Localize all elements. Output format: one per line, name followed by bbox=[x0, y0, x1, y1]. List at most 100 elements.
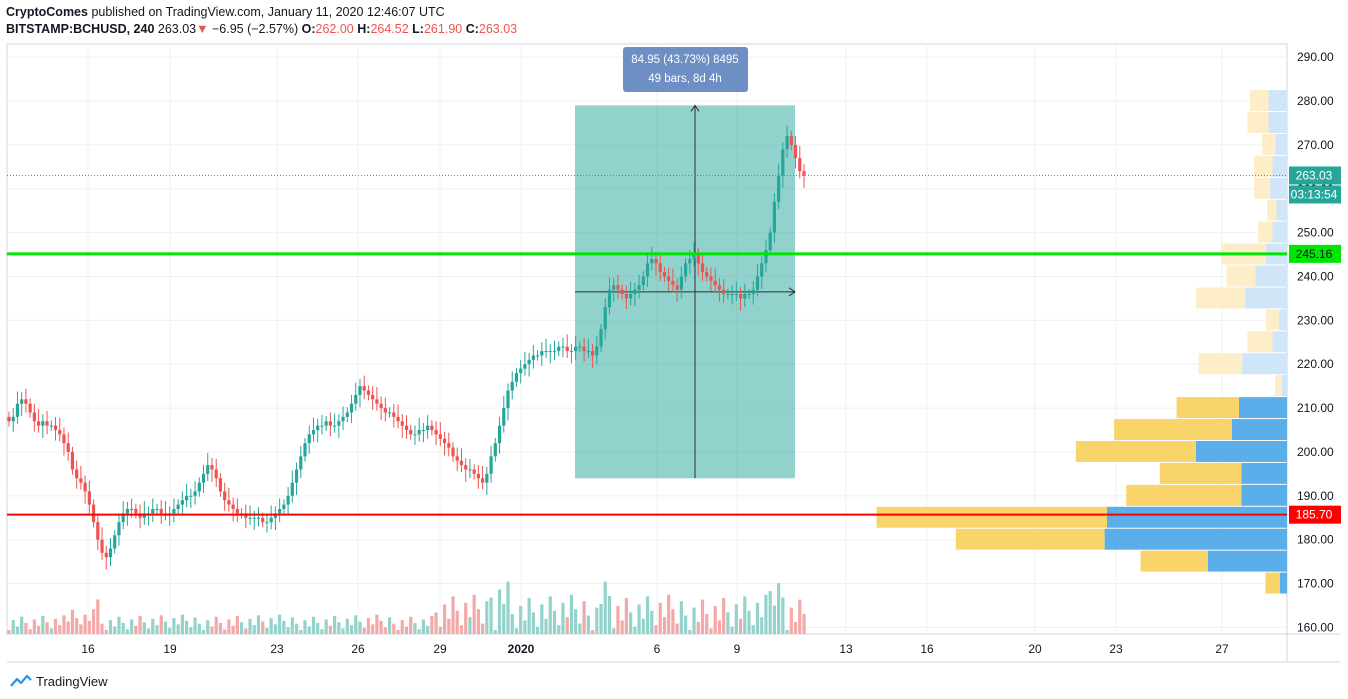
volume-profile-up-bar bbox=[1226, 265, 1256, 287]
volume-bar bbox=[552, 610, 557, 634]
volume-bar bbox=[362, 627, 366, 634]
volume-bar bbox=[130, 619, 134, 634]
volume-profile-down-bar bbox=[1244, 287, 1287, 309]
volume-profile-up-bar bbox=[1254, 177, 1270, 199]
volume-bar bbox=[354, 615, 358, 634]
volume-profile-down-bar bbox=[1268, 111, 1287, 133]
volume-bars bbox=[7, 581, 806, 634]
volume-bar bbox=[793, 622, 798, 634]
candle-body bbox=[176, 504, 180, 509]
measure-tool: 84.95 (43.73%) 8495 49 bars, 8d 4h bbox=[575, 47, 796, 479]
candle-body bbox=[299, 456, 303, 470]
candle-body bbox=[371, 394, 375, 400]
volume-bar bbox=[667, 594, 671, 634]
volume-bar bbox=[497, 589, 502, 634]
high-value: 264.52 bbox=[370, 22, 409, 36]
volume-bar bbox=[582, 601, 586, 634]
volume-bar bbox=[231, 625, 235, 634]
volume-bar bbox=[396, 630, 400, 634]
candle-body bbox=[730, 294, 734, 296]
candle-body bbox=[620, 289, 624, 295]
candle-body bbox=[172, 508, 176, 514]
candle-body bbox=[261, 517, 265, 523]
publisher-name[interactable]: CryptoComes bbox=[6, 5, 88, 19]
volume-profile-down-bar bbox=[1272, 155, 1287, 177]
candle-body bbox=[705, 272, 709, 277]
volume-bar bbox=[675, 623, 679, 634]
candle-body bbox=[641, 276, 645, 286]
volume-bar bbox=[134, 625, 138, 634]
volume-bar bbox=[772, 605, 776, 634]
volume-bar bbox=[273, 624, 278, 634]
volume-profile-up-bar bbox=[1250, 90, 1269, 111]
volume-bar bbox=[468, 617, 472, 634]
candle-body bbox=[151, 508, 155, 514]
volume-bar bbox=[303, 620, 307, 634]
price-change: −6.95 (−2.57%) bbox=[211, 22, 299, 36]
candle-body bbox=[375, 399, 379, 404]
volume-profile bbox=[876, 90, 1287, 594]
candle-body bbox=[91, 504, 96, 523]
volume-bar bbox=[189, 627, 193, 634]
candle-body bbox=[569, 351, 574, 353]
candle-body bbox=[785, 136, 789, 150]
axes: 290.00280.00270.00260.00250.00240.00230.… bbox=[81, 50, 1341, 656]
candle-body bbox=[354, 394, 358, 404]
volume-bar bbox=[269, 618, 273, 634]
candle-body bbox=[667, 276, 671, 281]
candle-body bbox=[392, 412, 396, 417]
candle-body bbox=[206, 465, 210, 474]
candle-body bbox=[66, 443, 70, 452]
volume-bar bbox=[612, 628, 616, 634]
volume-bar bbox=[586, 615, 590, 634]
volume-bar bbox=[278, 614, 282, 634]
volume-bar bbox=[789, 607, 793, 634]
candle-body bbox=[493, 443, 497, 457]
volume-bar bbox=[434, 612, 438, 634]
close-label: C: bbox=[465, 22, 479, 36]
tradingview-footer[interactable]: TradingView bbox=[10, 672, 108, 690]
brand-label: TradingView bbox=[36, 673, 108, 689]
candle-body bbox=[311, 430, 316, 435]
candle-body bbox=[155, 508, 159, 510]
volume-bar bbox=[392, 623, 396, 634]
volume-bar bbox=[125, 629, 130, 634]
candle-body bbox=[548, 351, 552, 353]
measure-tooltip bbox=[623, 47, 748, 92]
volume-bar bbox=[371, 624, 375, 634]
candle-body bbox=[278, 508, 282, 514]
volume-bar bbox=[713, 606, 717, 634]
candle-body bbox=[464, 465, 468, 470]
candle-body bbox=[755, 276, 760, 290]
volume-profile-down-bar bbox=[1104, 528, 1287, 550]
volume-bar bbox=[755, 602, 760, 634]
volume-bar bbox=[197, 623, 201, 634]
volume-profile-up-bar bbox=[1275, 375, 1282, 397]
candle-body bbox=[231, 504, 235, 509]
volume-bar bbox=[159, 615, 163, 634]
x-tick-label: 27 bbox=[1215, 642, 1229, 656]
volume-profile-down-bar bbox=[1207, 550, 1287, 572]
candle-body bbox=[798, 158, 802, 172]
volume-bar bbox=[633, 626, 637, 634]
volume-profile-up-bar bbox=[1075, 440, 1196, 462]
volume-bar bbox=[113, 626, 117, 634]
arrow-up-icon bbox=[690, 104, 700, 112]
symbol-label: BITSTAMP:BCHUSD, 240 bbox=[6, 22, 155, 36]
volume-bar bbox=[476, 609, 480, 634]
candle-body bbox=[117, 522, 121, 536]
candle-body bbox=[125, 508, 130, 514]
volume-profile-down-bar bbox=[1269, 177, 1287, 199]
candle-body bbox=[248, 517, 252, 519]
volume-bar bbox=[535, 626, 540, 634]
volume-bar bbox=[485, 601, 489, 634]
red-line-label-bg bbox=[1289, 505, 1341, 524]
volume-bar bbox=[531, 612, 535, 634]
candle-body bbox=[130, 508, 134, 510]
published-text: published on TradingView.com, January 11… bbox=[91, 5, 445, 19]
volume-bar bbox=[75, 618, 79, 634]
volume-bar bbox=[561, 602, 565, 634]
candle-body bbox=[709, 276, 713, 281]
arrow-right-icon bbox=[788, 287, 796, 297]
